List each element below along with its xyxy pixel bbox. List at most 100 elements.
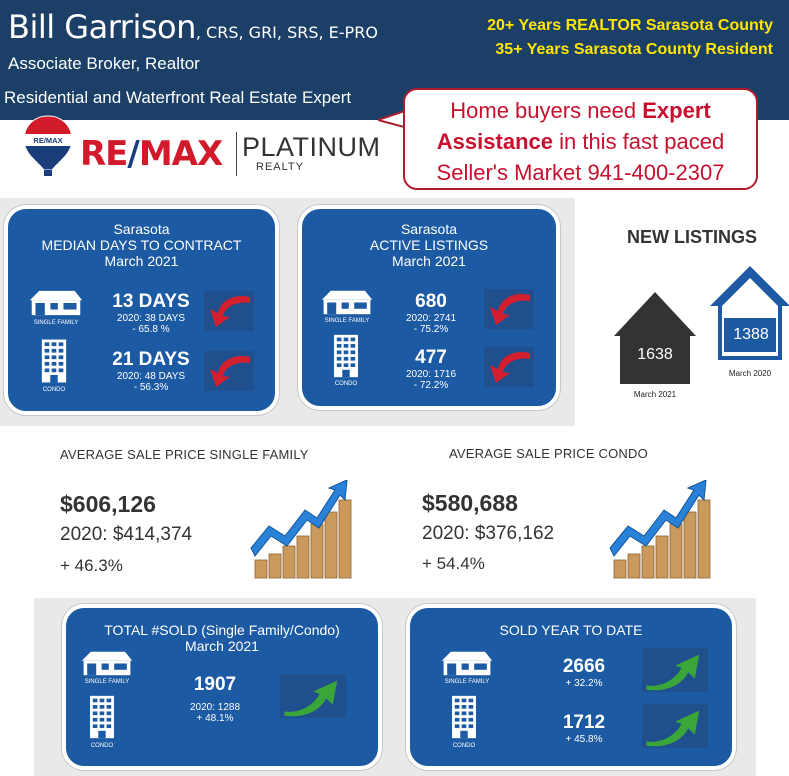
- median-days-single-family-stat: 13 DAYS 2020: 38 DAYS - 65.8 %: [96, 291, 206, 335]
- condo-building-icon: [40, 337, 68, 385]
- agent-credentials: , CRS, GRI, SRS, E-PRO: [195, 23, 378, 42]
- card-heading-line: Sarasota: [400, 221, 458, 237]
- card-heading: Sarasota MEDIAN DAYS TO CONTRACT March 2…: [8, 221, 275, 269]
- stat-prev: 2020: 48 DAYS: [116, 371, 186, 382]
- logo-divider: [236, 132, 237, 176]
- callout-phone-line: Seller's Market 941-400-2307: [436, 160, 725, 185]
- header-banner: Bill Garrison, CRS, GRI, SRS, E-PRO Asso…: [0, 0, 789, 120]
- expert-assistance-callout: Home buyers need Expert Assistance in th…: [403, 88, 758, 190]
- stat-change: + 32.2%: [565, 678, 603, 689]
- platinum-wordmark: PLATINUM: [242, 132, 381, 162]
- stat-prev: 2020: 1716: [405, 369, 457, 380]
- total-sold-card: TOTAL #SOLD (Single Family/Condo) March …: [62, 604, 382, 770]
- condo-label: CONDO: [334, 381, 358, 387]
- stat-change: - 56.3%: [133, 382, 169, 393]
- card-heading: SOLD YEAR TO DATE: [410, 622, 732, 638]
- agent-name-text: Bill Garrison: [8, 8, 196, 46]
- down-arrow-icon: [204, 291, 254, 331]
- active-listings-card: Sarasota ACTIVE LISTINGS March 2021 SING…: [298, 205, 560, 410]
- avg-sale-condo-price: $580,688: [422, 490, 518, 516]
- house-icon: [440, 650, 494, 677]
- single-family-label: SINGLE FAMILY: [84, 679, 130, 685]
- remax-balloon-icon: RE/MAX: [23, 115, 73, 176]
- card-heading-line: SOLD YEAR TO DATE: [499, 622, 643, 638]
- sold-ytd-condo-stat: 1712 + 45.8%: [544, 712, 624, 745]
- single-family-label: SINGLE FAMILY: [324, 318, 370, 324]
- stat-value: 13 DAYS: [112, 291, 190, 312]
- years-resident: 35+ Years Sarasota County Resident: [495, 41, 773, 58]
- new-listings-march-2020-house-icon: [710, 266, 789, 360]
- remax-slash: /: [127, 134, 139, 174]
- stat-change: - 75.2%: [413, 324, 449, 335]
- card-heading-line: MEDIAN DAYS TO CONTRACT: [41, 237, 242, 253]
- card-heading-line: March 2021: [185, 638, 259, 654]
- stat-change: - 72.2%: [413, 380, 449, 391]
- median-days-condo-stat: 21 DAYS 2020: 48 DAYS - 56.3%: [96, 349, 206, 393]
- card-heading-line: Sarasota: [113, 221, 170, 237]
- avg-sale-single-family-prev: 2020: $414,374: [60, 524, 193, 545]
- stat-change: + 45.8%: [565, 734, 603, 745]
- callout-bold-assistance: Assistance: [436, 129, 553, 154]
- stat-value: 21 DAYS: [112, 349, 190, 370]
- avg-sale-single-family-change: + 46.3%: [60, 556, 123, 575]
- up-arrow-icon: [642, 648, 708, 692]
- new-listings-march-2020-value: 1388: [733, 326, 769, 343]
- down-arrow-icon: [204, 351, 254, 391]
- agent-title: Associate Broker, Realtor: [8, 54, 200, 73]
- condo-building-icon: [450, 694, 478, 740]
- down-arrow-icon: [484, 289, 534, 329]
- callout-text: Home buyers need: [450, 98, 643, 123]
- card-heading: TOTAL #SOLD (Single Family/Condo) March …: [66, 622, 378, 654]
- condo-label: CONDO: [452, 743, 476, 749]
- condo-label: CONDO: [90, 743, 114, 749]
- house-icon: [80, 650, 134, 677]
- stat-change: - 65.8 %: [132, 324, 170, 335]
- card-heading-line: TOTAL #SOLD (Single Family/Condo): [104, 622, 340, 638]
- experience-badge: 20+ Years REALTOR Sarasota County 35+ Ye…: [487, 14, 773, 62]
- single-family-label: SINGLE FAMILY: [33, 320, 79, 326]
- sold-ytd-card: SOLD YEAR TO DATE SINGLE FAMILY CONDO 26…: [406, 604, 736, 770]
- avg-sale-single-family-price: $606,126: [60, 491, 156, 517]
- agent-specialty: Residential and Waterfront Real Estate E…: [4, 88, 352, 107]
- years-realtor: 20+ Years REALTOR Sarasota County: [487, 17, 773, 34]
- agent-name: Bill Garrison, CRS, GRI, SRS, E-PRO: [8, 8, 378, 46]
- new-listings-march-2021-label: March 2021: [633, 390, 677, 399]
- new-listings-march-2021-value: 1638: [637, 346, 673, 363]
- stat-value: 2666: [562, 656, 606, 677]
- card-heading-line: ACTIVE LISTINGS: [369, 237, 489, 253]
- rising-chart-icon: [604, 480, 718, 580]
- avg-sale-condo-change: + 54.4%: [422, 554, 485, 573]
- single-family-label: SINGLE FAMILY: [444, 679, 490, 685]
- remax-wordmark: RE/MAX: [80, 134, 223, 174]
- stat-change: + 48.1%: [196, 713, 234, 724]
- stat-prev: 2020: 2741: [405, 313, 457, 324]
- stat-value: 477: [415, 347, 447, 368]
- up-arrow-icon: [642, 704, 708, 748]
- callout-bold-expert: Expert: [642, 98, 711, 123]
- card-heading-line: March 2021: [392, 253, 466, 269]
- condo-building-icon: [88, 694, 116, 740]
- median-days-card: Sarasota MEDIAN DAYS TO CONTRACT March 2…: [4, 205, 279, 415]
- avg-sale-single-family-title: AVERAGE SALE PRICE SINGLE FAMILY: [60, 447, 309, 462]
- stat-value: 680: [415, 291, 447, 312]
- stat-value: 1712: [562, 712, 606, 733]
- realty-wordmark: REALTY: [256, 161, 304, 173]
- new-listings-march-2021-house-icon: [614, 292, 696, 384]
- condo-building-icon: [332, 333, 360, 379]
- active-listings-condo-stat: 477 2020: 1716 - 72.2%: [386, 347, 476, 391]
- stat-prev: 2020: 38 DAYS: [116, 313, 186, 324]
- down-arrow-icon: [484, 347, 534, 387]
- avg-sale-condo-title: AVERAGE SALE PRICE CONDO: [449, 446, 648, 461]
- avg-sale-condo-prev: 2020: $376,162: [422, 523, 555, 544]
- sold-ytd-single-family-stat: 2666 + 32.2%: [544, 656, 624, 689]
- rising-chart-icon: [246, 480, 358, 580]
- active-listings-single-family-stat: 680 2020: 2741 - 75.2%: [386, 291, 476, 335]
- new-listings-title: NEW LISTINGS: [627, 227, 757, 247]
- new-listings-march-2020-label: March 2020: [728, 369, 772, 378]
- up-arrow-icon: [280, 674, 346, 718]
- house-icon: [320, 289, 374, 316]
- card-heading: Sarasota ACTIVE LISTINGS March 2021: [302, 221, 556, 269]
- remax-max: MAX: [138, 134, 223, 174]
- card-heading-line: March 2021: [104, 253, 179, 269]
- callout-text: in this fast paced: [552, 129, 725, 154]
